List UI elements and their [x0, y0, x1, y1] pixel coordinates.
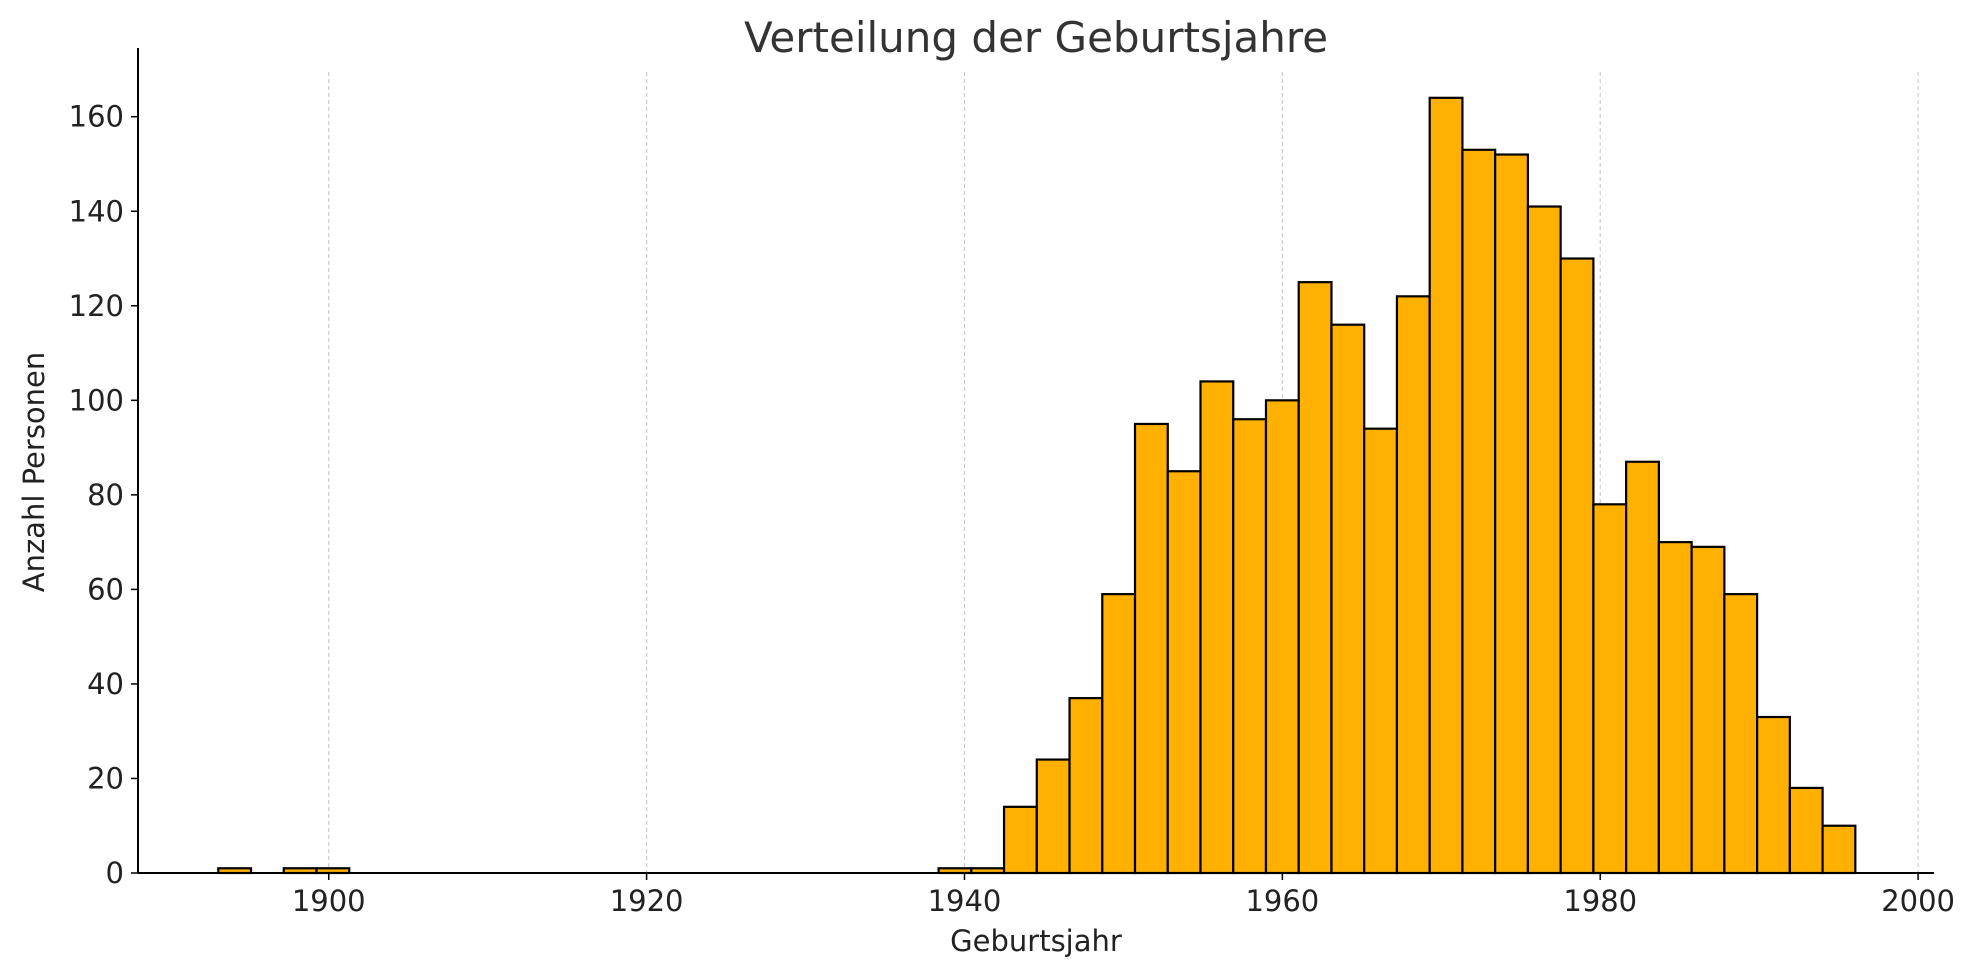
histogram-bar	[1232, 418, 1268, 875]
histogram-bar	[1494, 153, 1530, 875]
x-tick-label: 1900	[292, 884, 366, 918]
histogram-bar	[1690, 545, 1726, 875]
x-axis-label: Geburtsjahr	[950, 924, 1122, 958]
histogram-bar	[1002, 805, 1038, 875]
x-tick-label: 1940	[928, 884, 1002, 918]
histogram-bar	[1821, 824, 1857, 875]
histogram-bar	[1428, 96, 1464, 875]
histogram-bar	[1068, 697, 1104, 875]
histogram-bar	[1035, 758, 1071, 875]
grid-lines	[328, 72, 1919, 873]
y-axis-label: Anzahl Personen	[17, 352, 51, 593]
histogram-bar	[1101, 593, 1137, 875]
y-axis-ticks: 0 20 40 60 80 100 120 140 160	[69, 100, 138, 890]
y-tick-label: 0	[106, 856, 124, 890]
y-tick-label: 40	[87, 667, 124, 701]
histogram-bar	[1559, 257, 1595, 875]
x-tick-label: 1920	[610, 884, 684, 918]
histogram-bar	[1526, 205, 1562, 875]
x-axis-ticks: 1900 1920 1940 1960 1980 2000	[292, 873, 1955, 918]
y-tick-label: 60	[87, 572, 124, 606]
histogram-bar	[1363, 427, 1399, 875]
x-tick-label: 1960	[1245, 884, 1319, 918]
histogram-bar	[1199, 380, 1235, 875]
bars	[217, 96, 1857, 875]
x-tick-label: 1980	[1563, 884, 1637, 918]
y-tick-label: 160	[69, 100, 124, 134]
histogram-bar	[1330, 323, 1366, 875]
histogram-bar	[1166, 470, 1202, 875]
histogram-bar	[1756, 715, 1791, 875]
histogram-bar	[1657, 541, 1693, 875]
histogram-bar	[1297, 281, 1333, 875]
histogram-bar	[1788, 786, 1824, 875]
histogram-bar	[1723, 593, 1759, 875]
y-tick-label: 140	[69, 194, 124, 228]
histogram-bar	[1461, 148, 1497, 875]
chart-title: Verteilung der Geburtsjahre	[744, 13, 1328, 62]
y-tick-label: 120	[69, 289, 124, 323]
y-tick-label: 80	[87, 478, 124, 512]
y-tick-label: 100	[69, 383, 124, 417]
histogram-bar	[1592, 503, 1628, 875]
histogram-bar	[1625, 460, 1660, 875]
histogram-bar	[1395, 295, 1431, 875]
histogram-bar	[1133, 422, 1169, 875]
histogram-bar	[1264, 399, 1300, 875]
x-tick-label: 2000	[1881, 884, 1955, 918]
y-tick-label: 20	[87, 761, 124, 795]
